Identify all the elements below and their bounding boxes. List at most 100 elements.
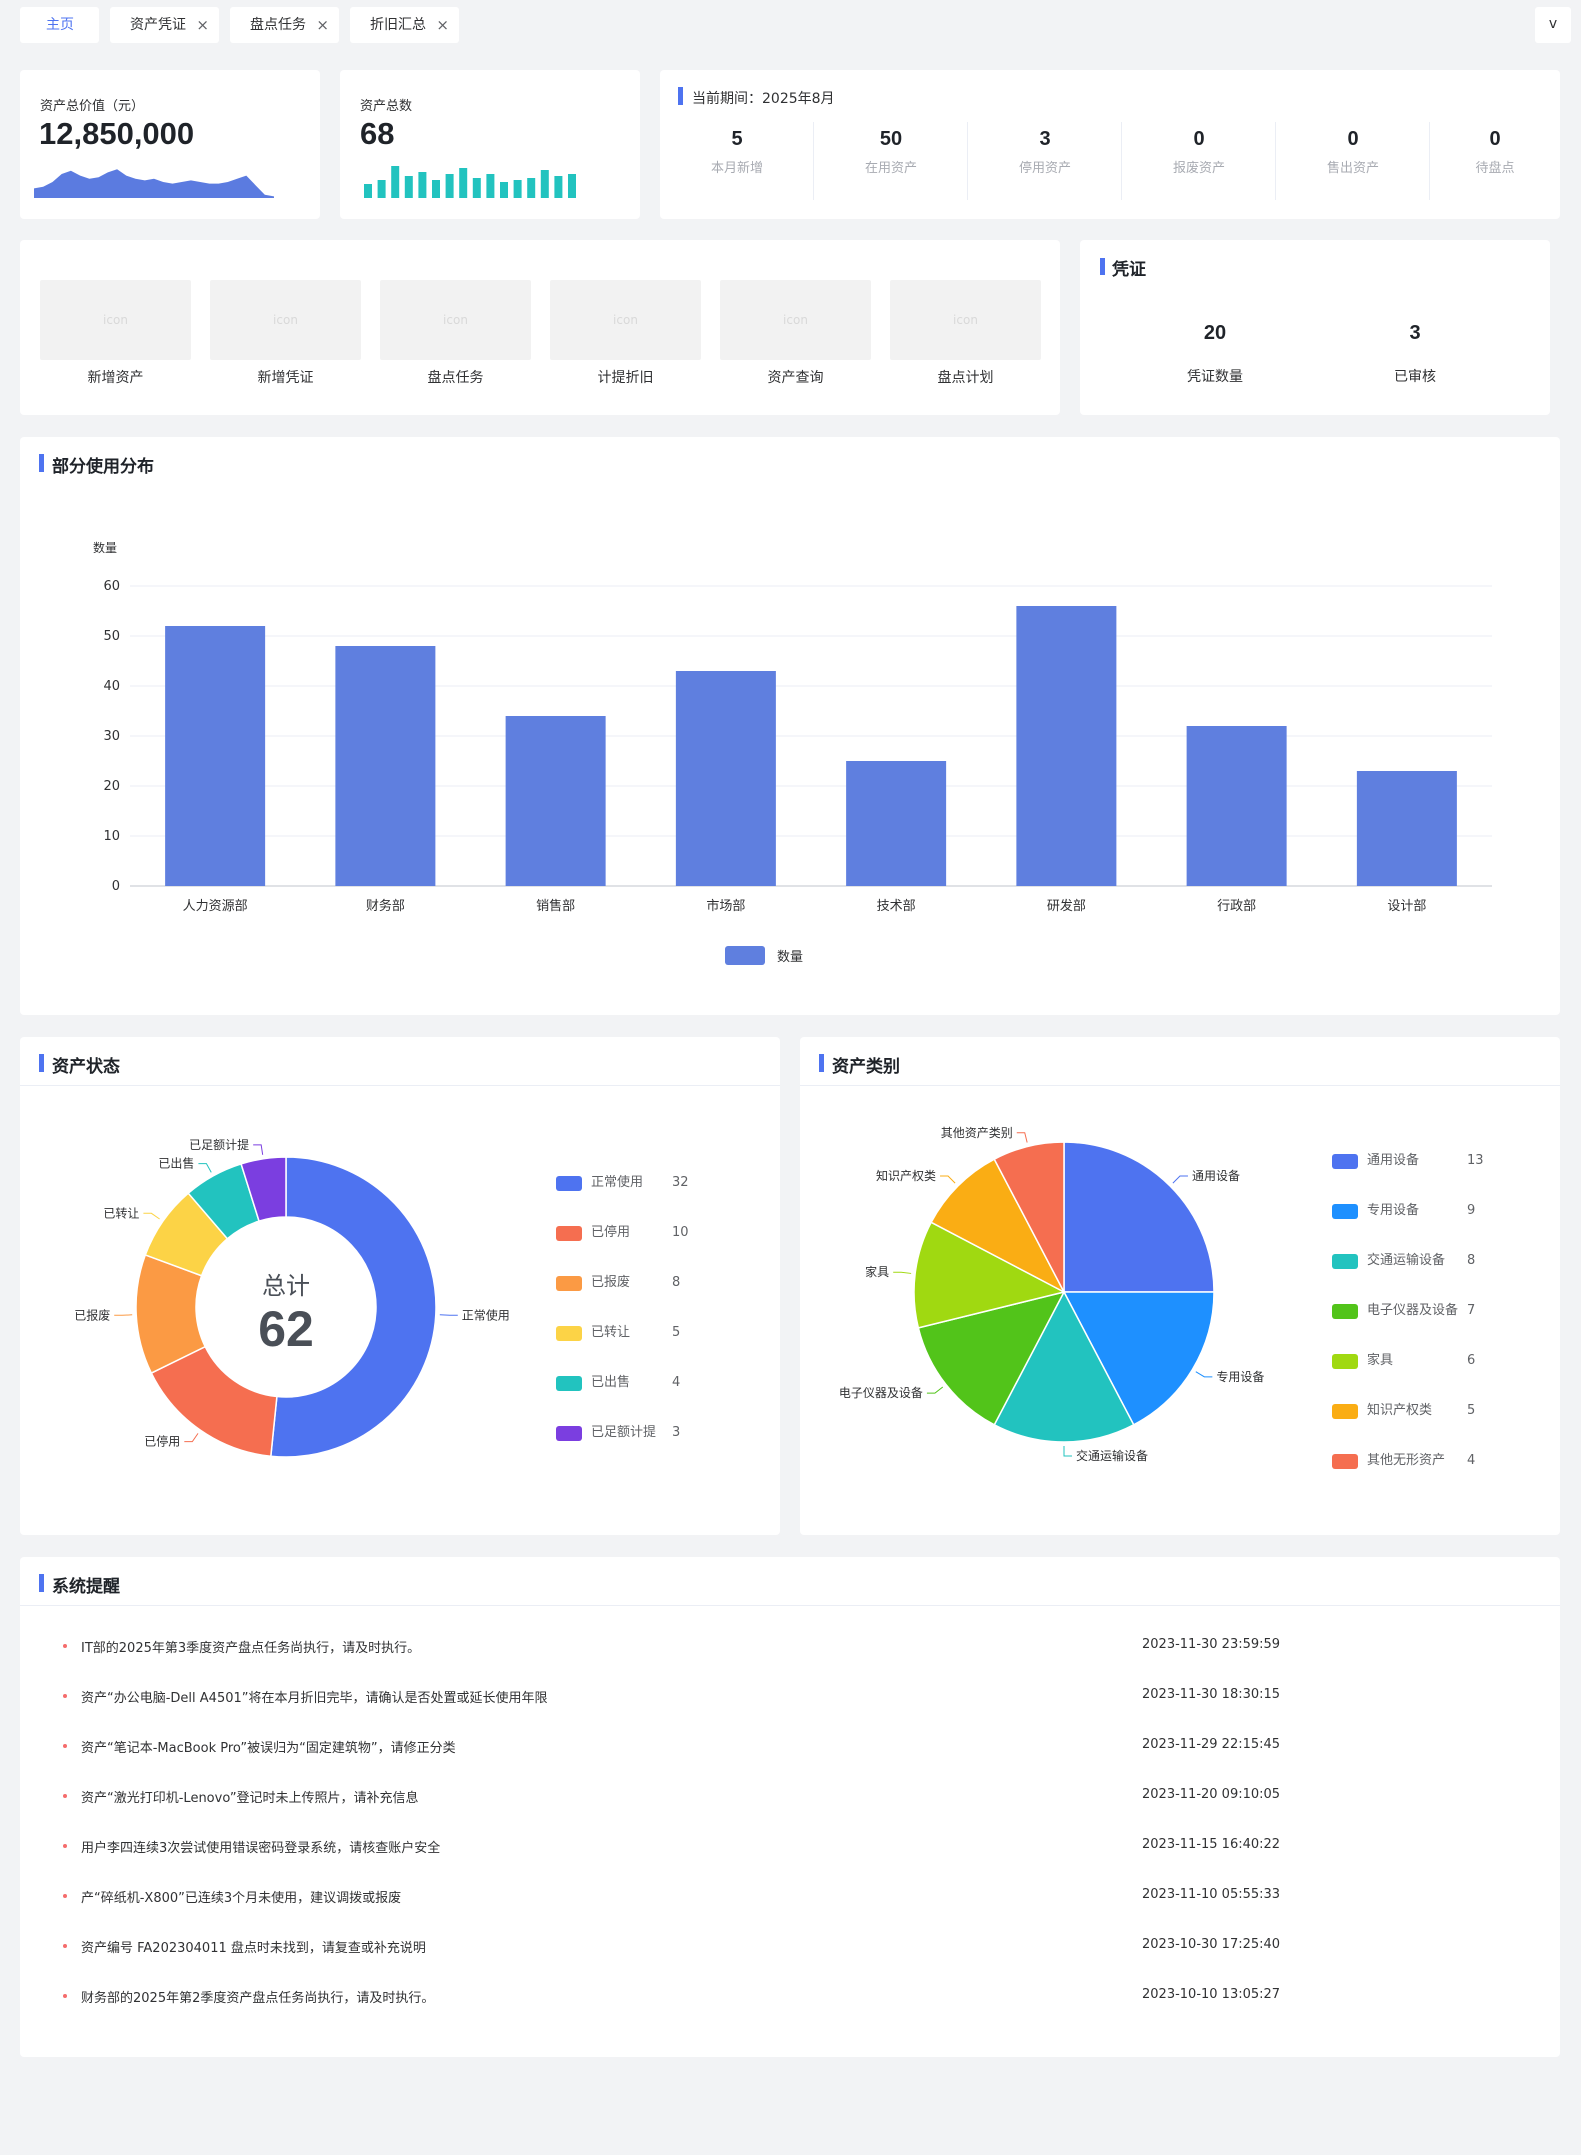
x-tick-label: 财务部 <box>366 898 405 914</box>
trend-bar <box>554 176 563 198</box>
section-marker <box>39 454 44 472</box>
divider <box>20 1085 780 1086</box>
legend-item[interactable]: 已足额计提 3 <box>556 1424 702 1442</box>
stat-value: 50 <box>879 128 903 150</box>
bar[interactable] <box>165 626 266 886</box>
bar[interactable] <box>505 716 606 886</box>
close-icon[interactable]: × <box>196 16 209 34</box>
legend-count: 9 <box>1467 1203 1476 1218</box>
tab-home[interactable]: 主页 <box>20 7 99 43</box>
legend-count: 8 <box>672 1275 681 1290</box>
divider <box>1429 122 1430 200</box>
divider <box>813 122 814 200</box>
inventory-plan-icon[interactable]: icon <box>890 280 1041 360</box>
stat-new-this-month[interactable]: 5 本月新增 <box>660 128 814 176</box>
legend-item[interactable]: 已出售 4 <box>556 1374 702 1392</box>
bar[interactable] <box>675 671 776 886</box>
reminder-text[interactable]: IT部的2025年第3季度资产盘点任务尚执行，请及时执行。 <box>81 1641 421 1656</box>
legend-item[interactable]: 知识产权类 5 <box>1332 1402 1497 1420</box>
tab-inventory-task[interactable]: 盘点任务 × <box>230 7 339 43</box>
legend-item[interactable]: 通用设备 13 <box>1332 1152 1497 1170</box>
slice-label: 知识产权类 <box>876 1169 936 1183</box>
stat-pending-inventory[interactable]: 0 待盘点 <box>1418 128 1572 176</box>
total-value: 12,850,000 <box>39 116 195 151</box>
bullet-icon <box>63 1994 67 1998</box>
pie-slice[interactable] <box>993 1290 1135 1443</box>
inventory-task-icon[interactable]: icon <box>380 280 531 360</box>
legend-item[interactable]: 已停用 10 <box>556 1224 702 1242</box>
inventory-task-label[interactable]: 盘点任务 <box>427 370 484 386</box>
bar[interactable] <box>1356 771 1457 886</box>
close-icon[interactable]: × <box>316 16 329 34</box>
legend-item[interactable]: 专用设备 9 <box>1332 1202 1497 1220</box>
x-tick-label: 销售部 <box>536 898 575 914</box>
add-voucher-icon[interactable]: icon <box>210 280 361 360</box>
reminder-text[interactable]: 资产“笔记本-MacBook Pro”被误归为“固定建筑物”，请修正分类 <box>81 1741 456 1756</box>
legend-swatch[interactable] <box>725 946 765 965</box>
add-voucher-label[interactable]: 新增凭证 <box>257 370 314 386</box>
slice-label: 已报废 <box>74 1307 110 1322</box>
depreciation-icon[interactable]: icon <box>550 280 701 360</box>
bullet-icon <box>63 1744 67 1748</box>
reminder-text[interactable]: 资产“激光打印机-Lenovo”登记时未上传照片，请补充信息 <box>81 1791 419 1806</box>
pie-slice[interactable] <box>913 1221 1067 1329</box>
asset-query-icon[interactable]: icon <box>720 280 871 360</box>
legend-item[interactable]: 已报废 8 <box>556 1274 702 1292</box>
pie-slice[interactable] <box>930 1158 1066 1294</box>
reminder-text[interactable]: 资产“办公电脑-Dell A4501”将在本月折旧完毕，请确认是否处置或延长使用… <box>81 1691 548 1706</box>
legend-item[interactable]: 电子仪器及设备 7 <box>1332 1302 1497 1320</box>
pie-slice[interactable] <box>917 1290 1066 1426</box>
reminder-text[interactable]: 产“碎纸机-X800”已连续3个月未使用，建议调拨或报废 <box>81 1891 402 1906</box>
section-marker <box>1100 258 1105 275</box>
legend-item[interactable]: 已转让 5 <box>556 1324 702 1342</box>
legend-item[interactable]: 家具 6 <box>1332 1352 1497 1370</box>
close-icon[interactable]: × <box>436 16 449 34</box>
x-tick-label: 市场部 <box>706 898 745 914</box>
legend-item[interactable]: 交通运输设备 8 <box>1332 1252 1497 1270</box>
legend-label: 已足额计提 <box>591 1425 657 1440</box>
reminder-text[interactable]: 用户李四连续3次尝试使用错误密码登录系统，请核查账户安全 <box>81 1841 441 1856</box>
legend-label: 其他无形资产 <box>1367 1453 1446 1468</box>
tab-label: 折旧汇总 <box>370 17 426 33</box>
bar[interactable] <box>1016 606 1117 886</box>
legend-item[interactable]: 其他无形资产 4 <box>1332 1452 1497 1470</box>
stat-in-use[interactable]: 50 在用资产 <box>814 128 968 176</box>
tab-depreciation-summary[interactable]: 折旧汇总 × <box>350 7 459 43</box>
reminder-text[interactable]: 财务部的2025年第2季度资产盘点任务尚执行，请及时执行。 <box>81 1991 435 2006</box>
stat-scrapped[interactable]: 0 报废资产 <box>1122 128 1276 176</box>
label-leader <box>253 1144 264 1155</box>
add-asset-label[interactable]: 新增资产 <box>87 370 144 386</box>
bar[interactable] <box>335 646 436 886</box>
stat-disabled[interactable]: 3 停用资产 <box>968 128 1122 176</box>
reminder-text[interactable]: 资产编号 FA202304011 盘点时未找到，请复查或补充说明 <box>81 1941 426 1956</box>
bullet-icon <box>63 1794 67 1798</box>
bar[interactable] <box>846 761 947 886</box>
stat-sold[interactable]: 0 售出资产 <box>1276 128 1430 176</box>
pie-slice[interactable] <box>1062 1291 1215 1426</box>
tab-asset-voucher[interactable]: 资产凭证 × <box>110 7 219 43</box>
chevron-down-icon: v <box>1548 16 1558 32</box>
pie-slice[interactable] <box>993 1141 1065 1293</box>
slice-label: 交通运输设备 <box>1076 1448 1148 1463</box>
asset-query-label[interactable]: 资产查询 <box>767 370 824 386</box>
pie-slice[interactable] <box>240 1156 287 1223</box>
legend-item[interactable]: 正常使用 32 <box>556 1174 702 1192</box>
voucher-approved[interactable]: 3 <box>1409 322 1421 344</box>
inventory-plan-label[interactable]: 盘点计划 <box>937 370 994 386</box>
legend-label: 通用设备 <box>1367 1153 1420 1168</box>
slice-label: 已转让 <box>103 1205 139 1220</box>
asset-status-title: 资产状态 <box>52 1057 120 1077</box>
voucher-count[interactable]: 20 <box>1203 322 1227 344</box>
stat-label: 本月新增 <box>710 161 763 176</box>
pie-slice[interactable] <box>270 1156 437 1458</box>
label-leader <box>1195 1371 1213 1378</box>
bar[interactable] <box>1186 726 1287 886</box>
depreciation-label[interactable]: 计提折旧 <box>597 370 654 386</box>
tabs-dropdown-button[interactable]: v <box>1535 7 1571 43</box>
trend-bar <box>364 184 372 198</box>
trend-bar <box>404 176 413 198</box>
legend-label[interactable]: 数量 <box>777 950 803 965</box>
add-asset-icon[interactable]: icon <box>40 280 191 360</box>
slice-label: 通用设备 <box>1192 1169 1240 1183</box>
pie-slice[interactable] <box>1063 1141 1215 1293</box>
